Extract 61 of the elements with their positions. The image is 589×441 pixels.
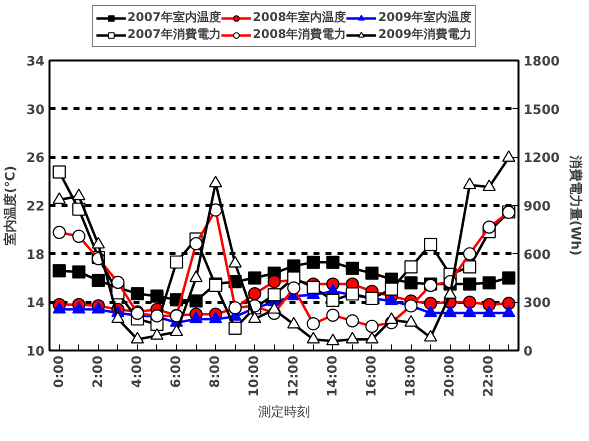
legend-label: 2009年室内温度	[378, 9, 472, 26]
point	[268, 288, 281, 302]
y-tick-label: 18	[26, 248, 45, 263]
legend-label: 2008年室内温度	[252, 9, 346, 26]
y-axis-title: 室内温度(℃)	[2, 166, 18, 246]
y-tick-label: 34	[26, 54, 45, 70]
x-tick-label: 12:00	[286, 355, 302, 397]
y2-tick-label: 1500	[524, 102, 560, 118]
y-tick-label: 14	[26, 296, 45, 312]
x-tick-label: 0:00	[52, 355, 67, 388]
y2-tick-label: 600	[524, 248, 551, 263]
y-tick-label: 22	[26, 200, 45, 214]
point	[326, 294, 340, 307]
x-tick-label: 8:00	[208, 355, 224, 388]
legend-label: 2007年消費電力	[127, 26, 221, 43]
point	[150, 328, 164, 340]
x-tick-label: 2:00	[90, 355, 106, 388]
point	[384, 282, 398, 296]
y2-axis-title: 消費電力量(Wh)	[568, 154, 583, 256]
point	[52, 165, 66, 179]
point	[268, 302, 281, 314]
y2-tick-label: 1200	[524, 151, 560, 166]
point	[248, 311, 262, 323]
point	[444, 287, 457, 299]
point	[306, 280, 320, 294]
point	[170, 255, 184, 269]
x-tick-label: 18:00	[404, 355, 419, 397]
point	[365, 292, 379, 306]
point	[326, 334, 340, 346]
point	[228, 322, 242, 335]
legend-label: 2008年消費電力	[252, 26, 346, 43]
x-tick-label: 4:00	[130, 355, 145, 388]
y2-tick-label: 300	[524, 296, 551, 312]
point	[130, 332, 144, 344]
x-tick-label: 16:00	[364, 355, 380, 397]
point	[404, 260, 418, 274]
point	[404, 315, 418, 327]
point	[424, 238, 438, 252]
x-tick-label: 22:00	[482, 355, 497, 397]
x-tick-label: 20:00	[442, 355, 458, 397]
point	[306, 332, 320, 344]
point	[189, 270, 203, 282]
point	[111, 311, 124, 323]
x-tick-label: 6:00	[169, 355, 184, 388]
y-tick-label: 30	[26, 102, 45, 118]
point	[365, 332, 379, 344]
x-axis-title: 測定時刻	[258, 404, 310, 420]
y2-tick-label: 1800	[524, 54, 560, 70]
legend-label: 2007年室内温度	[127, 9, 221, 26]
y-tick-label: 26	[26, 151, 45, 166]
y2-tick-label: 900	[524, 200, 551, 214]
y2-tick-label: 0	[524, 344, 533, 360]
point	[424, 330, 438, 342]
y-tick-label: 10	[26, 344, 45, 360]
legend-label: 2009年消費電力	[378, 26, 472, 43]
point	[287, 316, 300, 328]
x-tick-label: 10:00	[247, 355, 262, 397]
point	[346, 332, 359, 344]
point	[170, 324, 184, 336]
x-tick-label: 14:00	[325, 355, 340, 397]
point	[384, 312, 398, 324]
